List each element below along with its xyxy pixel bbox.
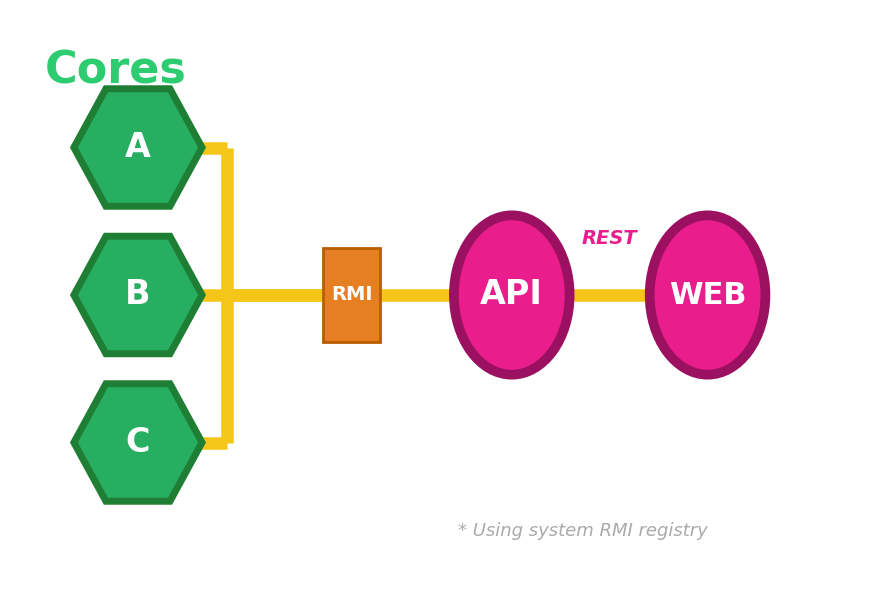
Ellipse shape [454,215,570,375]
Text: REST: REST [582,230,637,248]
Ellipse shape [650,215,765,375]
Text: Cores: Cores [44,50,186,92]
Text: * Using system RMI registry: * Using system RMI registry [458,522,708,540]
FancyBboxPatch shape [323,248,381,342]
Text: B: B [125,278,150,312]
Text: A: A [125,131,151,164]
Text: API: API [481,278,543,312]
Text: WEB: WEB [668,280,747,310]
Polygon shape [74,88,202,206]
Text: C: C [125,426,150,459]
Text: RMI: RMI [331,286,372,304]
Polygon shape [74,236,202,354]
Polygon shape [74,384,202,502]
